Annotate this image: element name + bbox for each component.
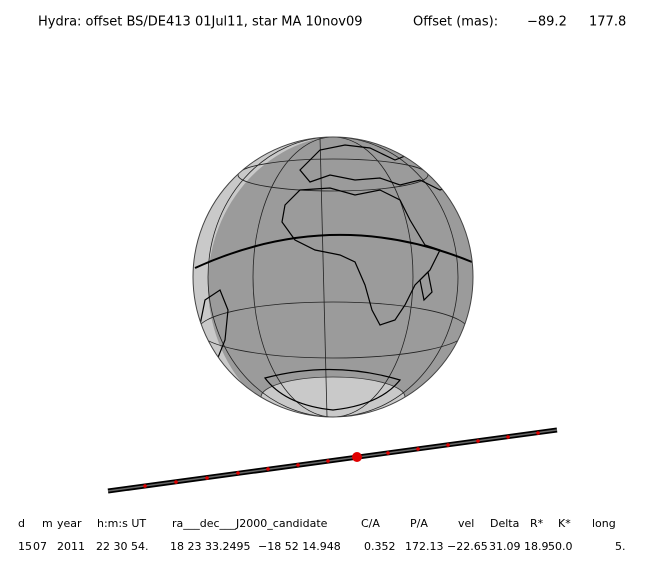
- cell: 5.: [615, 540, 626, 553]
- column-header: ra___dec___J2000_candidate: [172, 517, 328, 530]
- cell: 15: [18, 540, 32, 553]
- table-row: 15 07 2011 22 30 54. 18 23 33.2495 −18 5…: [18, 540, 626, 553]
- column-header: h:m:s UT: [97, 517, 146, 530]
- column-header: R*: [530, 517, 544, 530]
- shadow-track: [107, 427, 558, 494]
- offset-value: −89.2: [527, 15, 567, 30]
- column-header: C/A: [361, 517, 380, 530]
- cell: 172.13: [405, 540, 444, 553]
- column-header: d: [18, 517, 25, 530]
- column-header: year: [57, 517, 82, 530]
- cell: −18 52 14.948: [258, 540, 341, 553]
- cell: 22 30 54.: [96, 540, 148, 553]
- column-header: K*: [558, 517, 571, 530]
- offset-value: 177.8: [589, 15, 626, 30]
- cell: 2011: [57, 540, 85, 553]
- offset-label: Offset (mas):: [413, 15, 498, 30]
- cell: −22.65: [447, 540, 488, 553]
- cell: 07: [33, 540, 47, 553]
- column-header: P/A: [410, 517, 428, 530]
- cell: 0.352: [364, 540, 396, 553]
- column-header: m: [42, 517, 53, 530]
- cell: 18 23 33.2495: [170, 540, 250, 553]
- cell: 50.0: [548, 540, 573, 553]
- title: Hydra: offset BS/DE413 01Jul11, star MA …: [38, 15, 363, 30]
- cell: 18.9: [524, 540, 549, 553]
- column-header: long: [592, 517, 616, 530]
- table-header: d m year h:m:s UT ra___dec___J2000_candi…: [18, 517, 616, 530]
- column-header: Delta: [490, 517, 519, 530]
- column-header: vel: [458, 517, 474, 530]
- cell: 31.09: [489, 540, 521, 553]
- globe: [192, 136, 474, 418]
